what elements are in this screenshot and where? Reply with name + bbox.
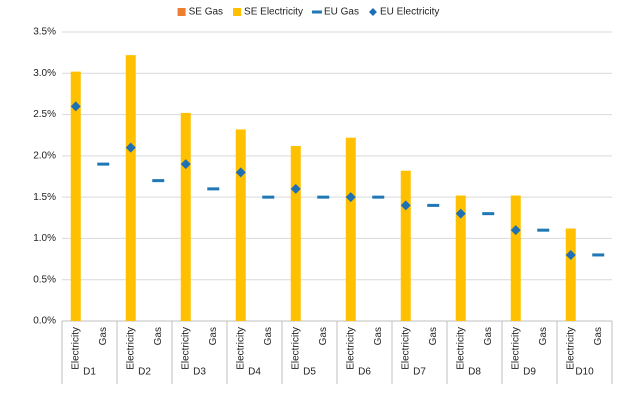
legend-item: SE Gas	[177, 7, 223, 18]
group-label: D6	[358, 367, 371, 378]
diamond-marker	[510, 225, 521, 236]
group-label: D10	[575, 367, 594, 378]
x-tick-label: Electricity	[70, 327, 81, 370]
x-tick-label: Electricity	[345, 327, 356, 370]
legend-label: EU Gas	[324, 7, 359, 18]
legend-swatch	[311, 10, 322, 14]
diamond-marker	[400, 200, 411, 211]
diamond-marker	[180, 159, 191, 170]
bar	[70, 71, 81, 322]
group-label: D8	[468, 367, 481, 378]
x-tick-label: Gas	[153, 327, 164, 345]
x-tick-label: Gas	[428, 327, 439, 345]
legend-label: SE Gas	[189, 7, 223, 18]
legend: SE Gas SE Electricity EU Gas EU Electricity	[177, 7, 439, 18]
legend-swatch	[177, 8, 186, 16]
group-label: D5	[303, 367, 316, 378]
legend-item: EU Electricity	[368, 7, 439, 18]
diamond-marker	[455, 208, 466, 219]
bar	[235, 129, 246, 321]
group-label: D3	[193, 367, 206, 378]
x-tick-label: Gas	[208, 327, 219, 345]
x-tick-label: Electricity	[400, 327, 411, 370]
y-tick-label: 0.5%	[33, 274, 56, 285]
legend-swatch	[368, 8, 377, 16]
y-tick-label: 3.0%	[33, 68, 56, 79]
diamond-marker	[290, 183, 301, 194]
bar	[125, 55, 136, 322]
bar	[180, 112, 191, 321]
bar	[565, 228, 576, 321]
dash-marker	[97, 162, 110, 166]
legend-label: SE Electricity	[244, 7, 303, 18]
x-tick-label: Gas	[373, 327, 384, 345]
x-tick-label: Electricity	[455, 327, 466, 370]
diamond-marker	[125, 142, 136, 153]
y-tick-label: 2.5%	[33, 109, 56, 120]
x-tick-label: Electricity	[125, 327, 136, 370]
bar	[345, 137, 356, 321]
dash-marker	[207, 187, 220, 191]
y-tick-label: 3.5%	[33, 27, 56, 38]
legend-label: EU Electricity	[380, 7, 439, 18]
bar	[290, 145, 301, 321]
diamond-marker	[565, 249, 576, 260]
dash-marker	[262, 195, 275, 199]
dash-marker	[152, 179, 165, 183]
diamond-marker	[345, 192, 356, 203]
diamond-marker	[235, 167, 246, 178]
y-tick-label: 2.0%	[33, 150, 56, 161]
x-tick-label: Electricity	[565, 327, 576, 370]
bar	[455, 195, 466, 321]
x-tick-label: Gas	[98, 327, 109, 345]
y-tick-label: 0.0%	[33, 316, 56, 327]
x-tick-label: Electricity	[235, 327, 246, 370]
y-tick-label: 1.0%	[33, 233, 56, 244]
x-tick-label: Electricity	[180, 327, 191, 370]
x-tick-label: Gas	[263, 327, 274, 345]
group-label: D9	[523, 367, 536, 378]
group-label: D4	[248, 367, 261, 378]
x-tick-label: Gas	[483, 327, 494, 345]
dash-marker	[482, 212, 495, 216]
bar	[510, 195, 521, 321]
group-label: D7	[413, 367, 426, 378]
legend-swatch	[233, 8, 242, 16]
x-tick-label: Gas	[538, 327, 549, 345]
group-label: D1	[83, 367, 96, 378]
y-tick-label: 1.5%	[33, 192, 56, 203]
dash-marker	[592, 253, 605, 257]
dash-marker	[427, 203, 440, 207]
dash-marker	[317, 195, 330, 199]
x-tick-label: Gas	[593, 327, 604, 345]
x-tick-label: Electricity	[290, 327, 301, 370]
group-label: D2	[138, 367, 151, 378]
legend-item: EU Gas	[311, 7, 359, 18]
bar	[400, 170, 411, 321]
x-tick-label: Gas	[318, 327, 329, 345]
x-tick-label: Electricity	[510, 327, 521, 370]
dash-marker	[537, 228, 550, 232]
legend-item: SE Electricity	[233, 7, 303, 18]
dash-marker	[372, 195, 385, 199]
diamond-marker	[70, 101, 81, 112]
